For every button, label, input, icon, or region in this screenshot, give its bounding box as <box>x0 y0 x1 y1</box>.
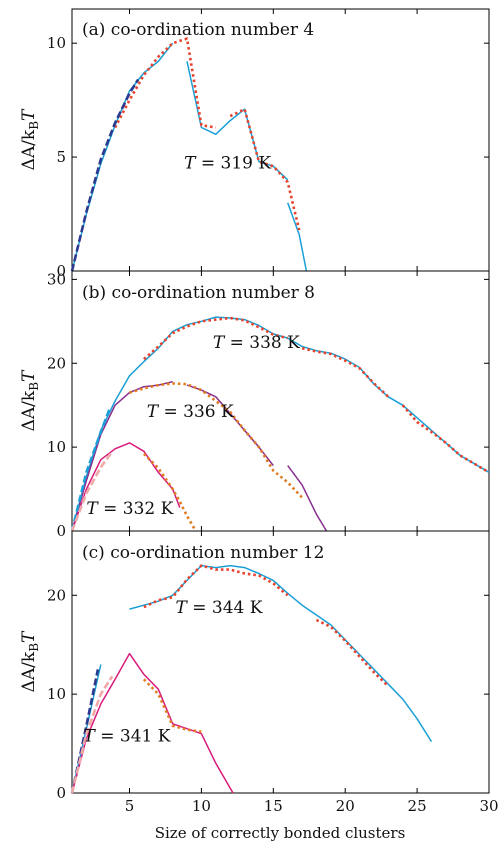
panel-a-series-0-solid-line <box>72 43 173 271</box>
panel-a-xticks <box>130 9 489 271</box>
x-tick-label: 5 <box>125 797 135 815</box>
x-tick-labels: 5 10 15 20 25 30 <box>125 797 499 815</box>
panel-b-series-2-solid-line <box>187 385 273 466</box>
panel-c-xticks <box>130 531 489 793</box>
panel-b-annotations: T = 338 K T = 336 K T = 332 K <box>86 333 300 519</box>
panel-b-series-1-dotted-line <box>403 405 489 472</box>
x-tick-label: 10 <box>192 797 211 815</box>
panel-b-temperature-label: T = 332 K <box>86 499 173 519</box>
panel-b-frame <box>72 271 489 531</box>
panel-c-title: (c) co-ordination number 12 <box>82 543 324 563</box>
panel-b: (b) co-ordination number 8 ΔA/kBT 0 10 20 3… <box>19 270 489 540</box>
panel-b-ylabel: ΔA/kBT <box>19 369 41 431</box>
panel-c-ytick-label: 20 <box>47 586 66 604</box>
x-tick-label: 25 <box>408 797 427 815</box>
panel-c-temperature-label: T = 341 K <box>84 727 171 747</box>
panel-a-title: (a) co-ordination number 4 <box>82 20 314 40</box>
panel-b-series-6-dotted-line <box>144 454 196 531</box>
panel-a-frame <box>72 9 489 271</box>
panel-b-ytick-label: 30 <box>47 270 66 288</box>
panel-a-annotations: T = 319 K <box>184 153 271 173</box>
panel-a-series-2-dashed-line <box>72 80 138 271</box>
x-tick-label: 30 <box>479 797 498 815</box>
panel-b-series-1-dotted-line <box>302 348 388 397</box>
panel-c-ytick-label: 0 <box>56 784 66 802</box>
panel-b-ytick-label: 20 <box>47 354 66 372</box>
panel-c-series-1-dotted-line <box>316 620 388 686</box>
panel-c-ylabel: ΔA/kBT <box>19 630 41 692</box>
panel-b-ytick-label: 0 <box>56 522 66 540</box>
panel-a-temperature-label: T = 319 K <box>184 153 271 173</box>
panel-b-series-2-solid-line <box>288 466 327 531</box>
panel-a-ylabel: ΔA/kBT <box>19 108 41 170</box>
panel-c-temperature-label: T = 344 K <box>176 598 263 618</box>
panel-c-series-0-solid-line <box>130 566 432 742</box>
panel-a-ytick-label: 5 <box>56 148 66 166</box>
panel-a-series-0-solid-line <box>288 203 307 271</box>
panel-b-temperature-label: T = 336 K <box>147 402 234 422</box>
panel-a-ytick-label: 10 <box>47 34 66 52</box>
panel-b-temperature-label: T = 338 K <box>213 333 300 353</box>
x-tick-label: 20 <box>336 797 355 815</box>
x-axis-label: Size of correctly bonded clusters <box>155 824 406 842</box>
panel-b-title: (b) co-ordination number 8 <box>82 283 315 303</box>
panel-c-yticks: 0 10 20 <box>47 586 489 802</box>
panel-c: (c) co-ordination number 12 ΔA/kBT 0 10 20… <box>19 531 489 802</box>
x-tick-label: 15 <box>264 797 283 815</box>
panel-c-ytick-label: 10 <box>47 685 66 703</box>
panel-b-series-3-dotted-line <box>130 383 303 497</box>
panel-b-ytick-label: 10 <box>47 438 66 456</box>
